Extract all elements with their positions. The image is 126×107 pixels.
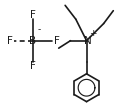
Text: B: B [29, 36, 37, 46]
Text: N: N [84, 36, 92, 46]
Text: F: F [30, 61, 36, 71]
Text: -: - [38, 25, 41, 34]
Text: F: F [54, 36, 59, 46]
Text: F: F [7, 36, 12, 46]
Text: F: F [30, 10, 36, 20]
Text: +: + [89, 29, 97, 38]
